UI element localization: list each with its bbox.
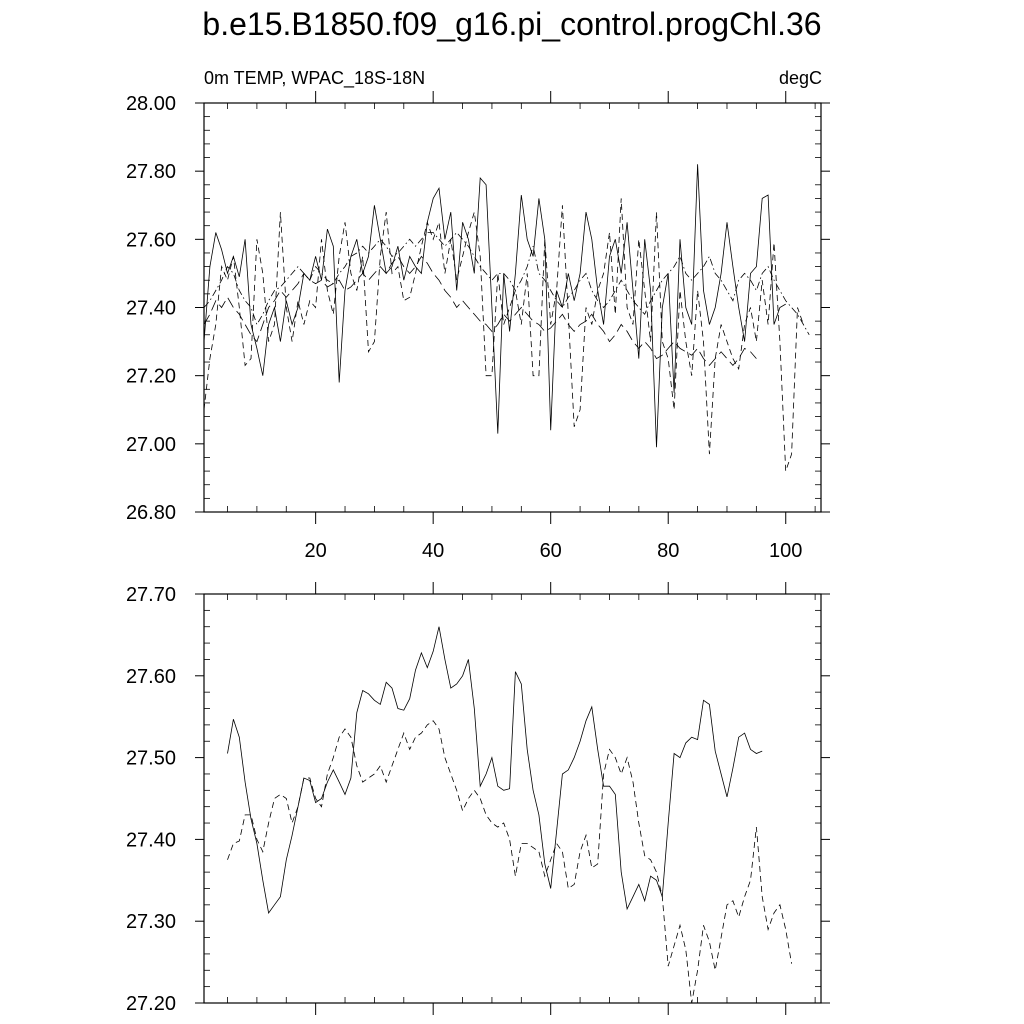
x-tick-label: 100 [769, 540, 802, 562]
top-chart-series-group [203, 164, 810, 472]
y-tick-label: 27.80 [126, 161, 176, 183]
y-tick-label: 27.20 [126, 993, 176, 1015]
y-tick-label: 27.60 [126, 666, 176, 688]
series-line-1-solid [227, 626, 763, 915]
y-tick-label: 27.50 [126, 748, 176, 770]
y-tick-label: 27.40 [126, 298, 176, 320]
x-tick-label: 40 [422, 540, 444, 562]
series-line-2-dash [203, 198, 804, 472]
bottom-chart-ticks [195, 582, 830, 1015]
y-tick-label: 26.80 [126, 502, 176, 524]
y-tick-label: 27.40 [126, 829, 176, 851]
y-tick-label: 27.20 [126, 366, 176, 388]
y-tick-label: 27.70 [126, 584, 176, 606]
page-title: b.e15.B1850.f09_g16.pi_control.progChl.3… [202, 6, 822, 42]
top-chart-frame [203, 102, 822, 513]
top-chart-y-tick-labels: 26.80 27.00 27.20 27.40 27.60 27.80 28.00 [126, 93, 176, 524]
series-line-3-dash-dot [203, 231, 810, 335]
bottom-chart-frame [203, 593, 822, 1004]
bottom-chart-series-group [227, 626, 792, 1004]
bottom-chart-y-tick-labels: 27.20 27.30 27.40 27.50 27.60 27.70 [126, 584, 176, 1015]
top-chart-units-label: degC [779, 68, 822, 88]
series-line-4-long-dash [203, 255, 757, 367]
series-line-2-dash [227, 720, 792, 1004]
y-tick-label: 27.60 [126, 229, 176, 251]
top-chart-variable-label: 0m TEMP, WPAC_18S-18N [204, 68, 425, 89]
top-chart: 0m TEMP, WPAC_18S-18N degC 26.80 27.00 27.… [126, 68, 830, 562]
x-tick-label: 20 [305, 540, 327, 562]
bottom-chart: 27.20 27.30 27.40 27.50 27.60 27.70 [126, 582, 830, 1015]
series-line-1-solid [203, 164, 786, 448]
x-tick-label: 60 [540, 540, 562, 562]
top-chart-x-tick-labels: 20 40 60 80 100 [305, 540, 803, 562]
y-tick-label: 27.00 [126, 434, 176, 456]
y-tick-label: 27.30 [126, 911, 176, 933]
x-tick-label: 80 [657, 540, 679, 562]
top-chart-ticks [195, 91, 830, 524]
y-tick-label: 28.00 [126, 93, 176, 115]
